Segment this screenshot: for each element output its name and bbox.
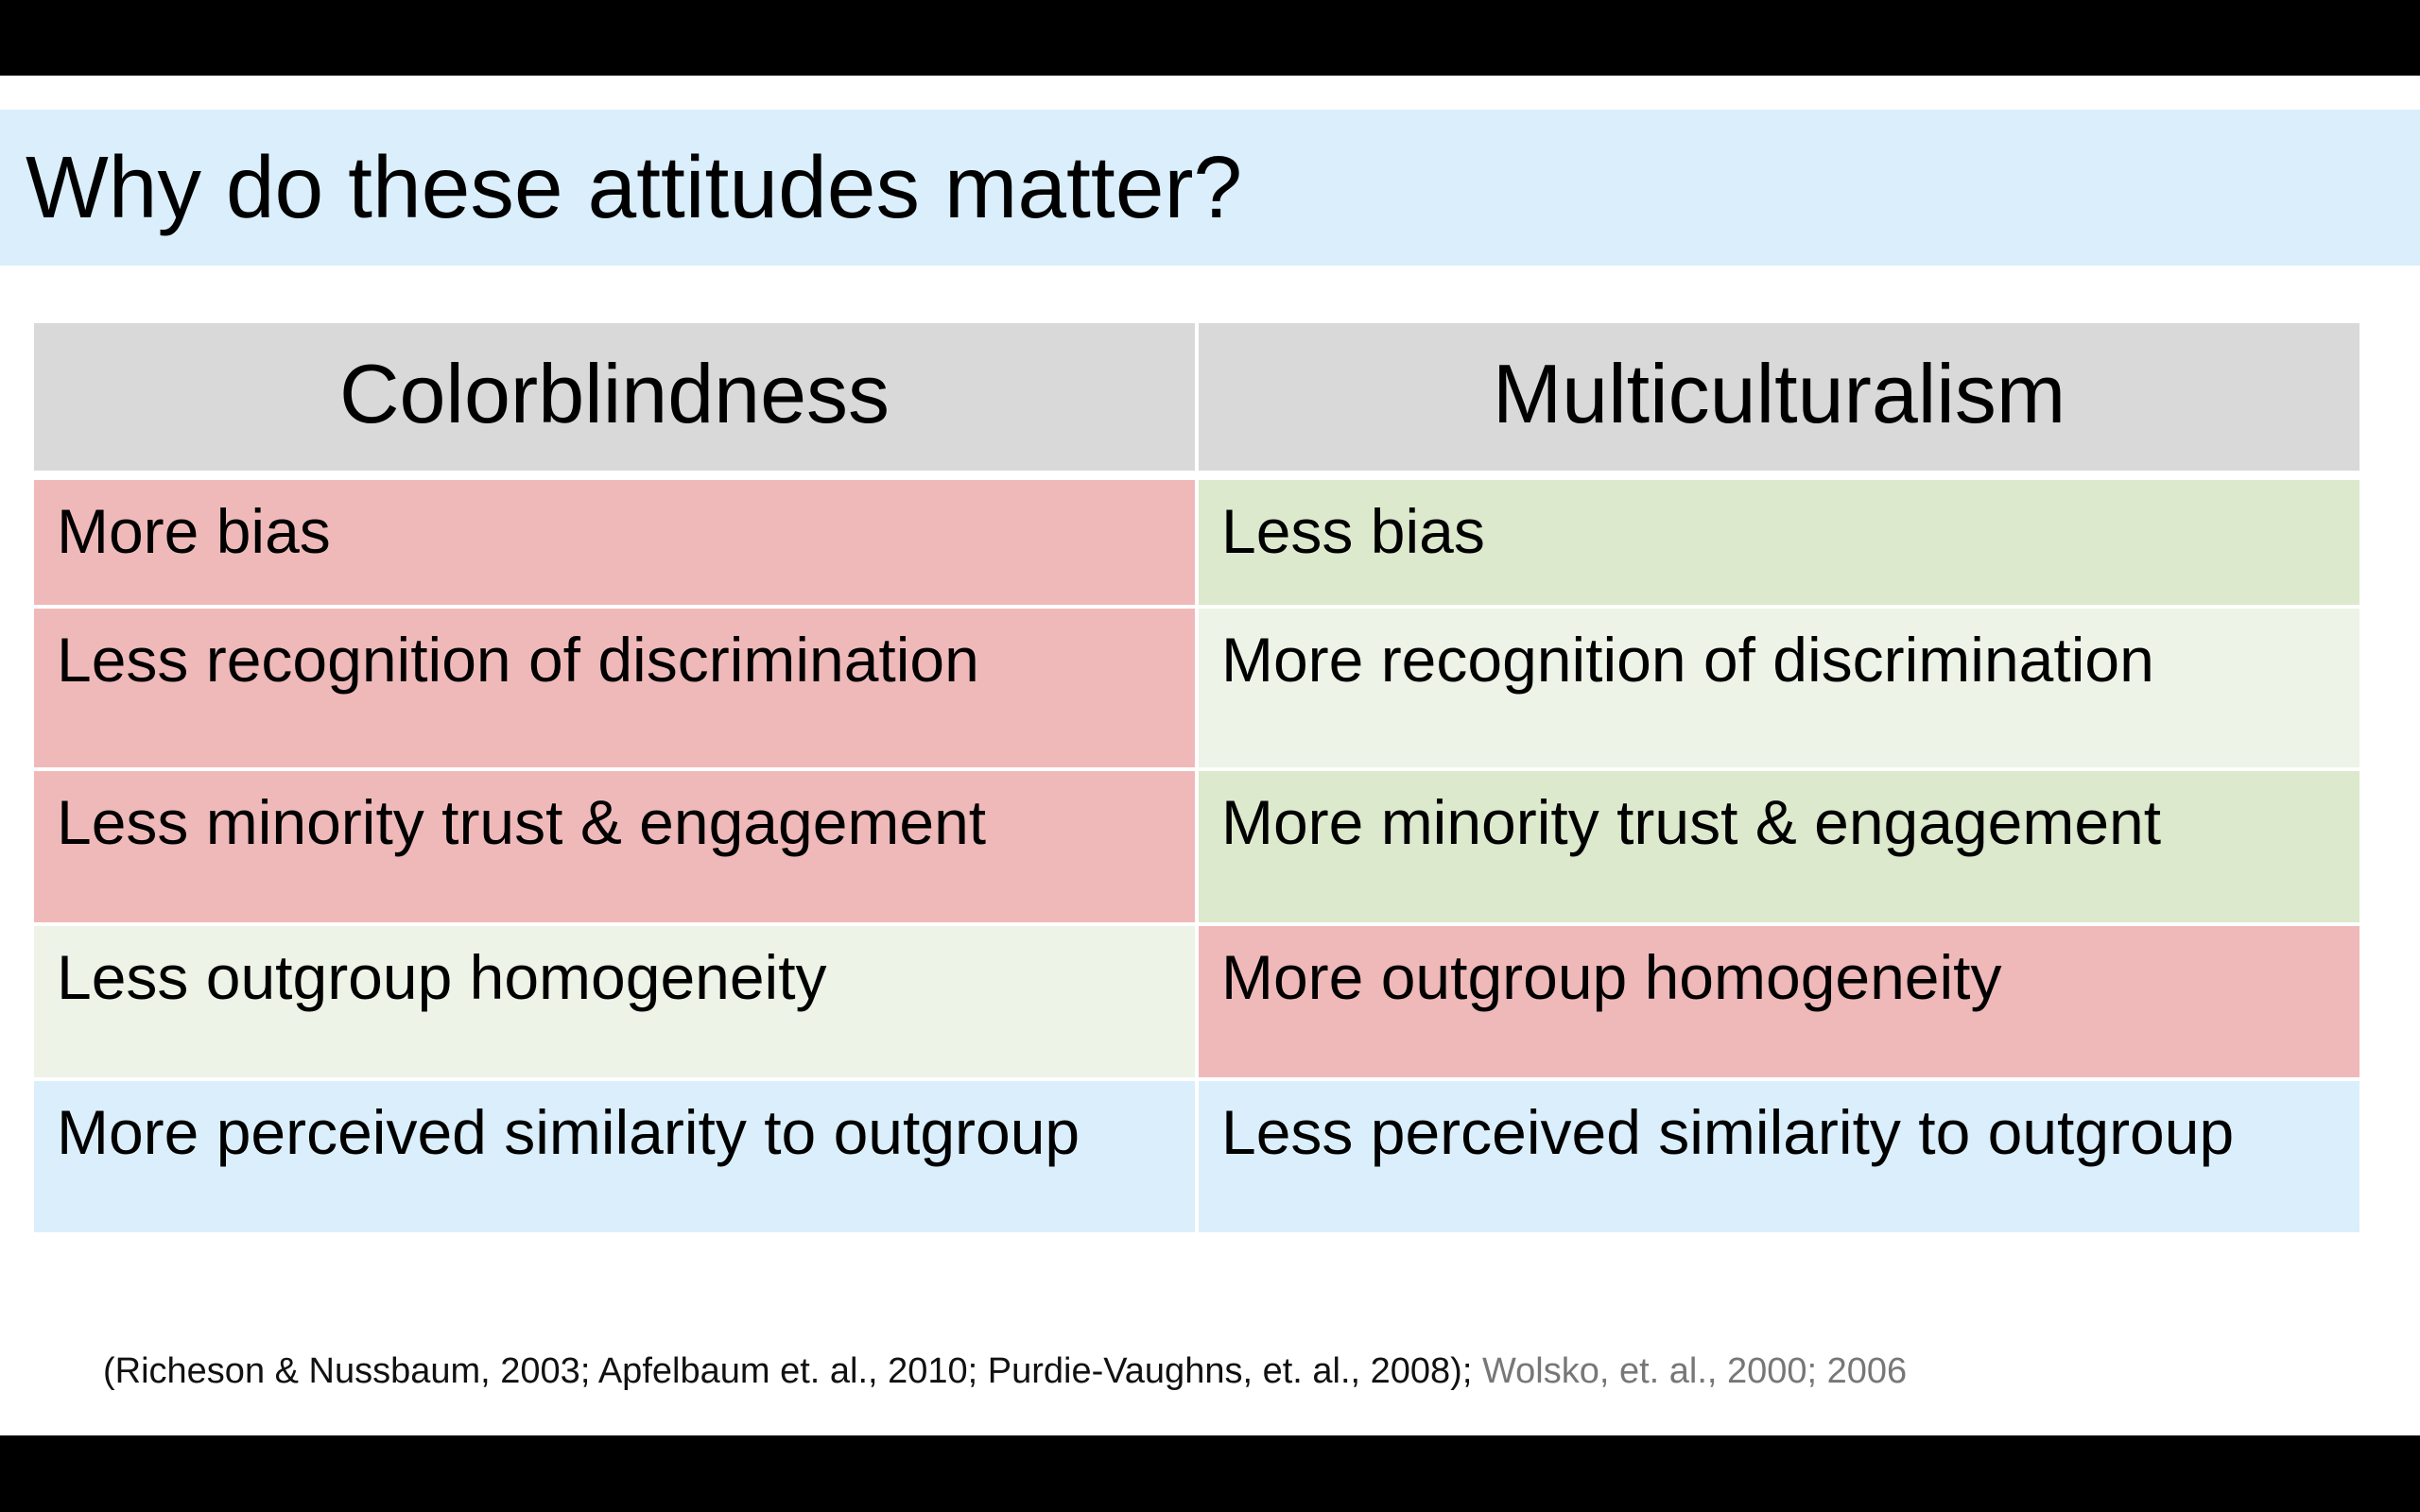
letterbox-top <box>0 0 2420 76</box>
header-colorblindness: Colorblindness <box>34 323 1195 480</box>
title-band: Why do these attitudes matter? <box>0 110 2420 266</box>
citation-main: (Richeson & Nussbaum, 2003; Apfelbaum et… <box>103 1351 1473 1391</box>
table-cell: Less perceived similarity to outgroup <box>1199 1081 2360 1232</box>
letterbox-bottom <box>0 1435 2420 1512</box>
table-cell: More perceived similarity to outgroup <box>34 1081 1195 1232</box>
table-cell: Less minority trust & engagement <box>34 771 1195 926</box>
citation-secondary: Wolsko, et. al., 2000; 2006 <box>1472 1351 1908 1391</box>
table-cell: Less bias <box>1199 480 2360 609</box>
table-cell: More outgroup homogeneity <box>1199 926 2360 1081</box>
table-cell: More minority trust & engagement <box>1199 771 2360 926</box>
table-cell: More recognition of discrimination <box>1199 609 2360 771</box>
slide: Why do these attitudes matter? Colorblin… <box>0 76 2420 1435</box>
slide-title: Why do these attitudes matter? <box>26 138 1243 236</box>
citation-footnote: (Richeson & Nussbaum, 2003; Apfelbaum et… <box>103 1351 1907 1392</box>
table-cell: More bias <box>34 480 1195 609</box>
header-multiculturalism: Multiculturalism <box>1199 323 2360 480</box>
table-cell: Less recognition of discrimination <box>34 609 1195 771</box>
comparison-table: Colorblindness Multiculturalism More bia… <box>34 323 2360 1232</box>
table-cell: Less outgroup homogeneity <box>34 926 1195 1081</box>
